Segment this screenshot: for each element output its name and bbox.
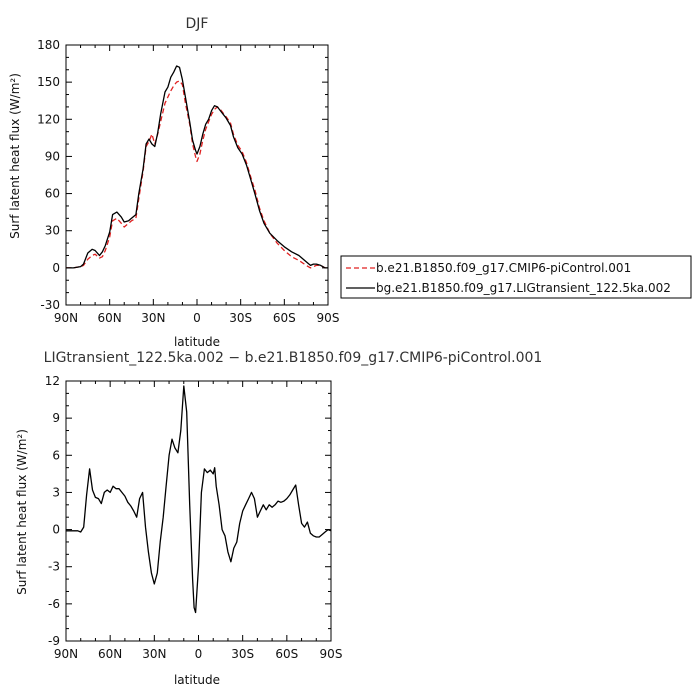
top-series-line-0 [66,80,328,269]
top-chart: DJF -30 0 30 60 90 120 150 180 90N 60N 30N 0 30S 60S 9… [8,16,339,349]
top-xtick-label: 90S [317,311,340,325]
legend: b.e21.B1850.f09_g17.CMIP6-piControl.001 … [340,255,692,299]
bottom-ytick-label: 6 [52,448,60,462]
top-plot-area: -30 0 30 60 90 120 150 180 90N 60N 30N 0 30S 60S 90S [37,38,339,325]
top-chart-title: DJF [186,16,209,32]
bottom-xtick-label: 60N [98,647,122,661]
top-xtick-label: 60N [98,311,122,325]
bottom-series-line-0 [66,385,332,614]
top-ytick-label: 150 [37,75,60,89]
top-ytick-label: 0 [52,261,60,275]
legend-label-lig: bg.e21.B1850.f09_g17.LIGtransient_122.5k… [376,281,671,295]
top-xtick-label: 30N [141,311,165,325]
bottom-plot-area: -9 -6 -3 0 3 6 9 12 90N 60N 30N 0 30S 60S 90S [45,374,343,661]
bottom-chart-title: LIGtransient_122.5ka.002 − b.e21.B1850.f… [44,350,543,366]
bottom-ytick-label: -9 [48,634,60,648]
top-ytick-label: 180 [37,38,60,52]
top-ytick-label: 60 [45,187,60,201]
top-ytick-label: 120 [37,112,60,126]
bottom-xtick-label: 30S [231,647,254,661]
top-ytick-label: -30 [40,298,60,312]
legend-label-control: b.e21.B1850.f09_g17.CMIP6-piControl.001 [376,261,631,275]
top-xtick-label: 30S [229,311,252,325]
top-ytick-label: 90 [45,149,60,163]
bottom-chart: LIGtransient_122.5ka.002 − b.e21.B1850.f… [15,350,542,687]
top-chart-ylabel: Surf latent heat flux (W/m²) [8,73,22,239]
top-series-line-1 [66,65,328,269]
legend-box [340,255,692,299]
bottom-chart-xlabel: latitude [174,673,220,687]
bottom-chart-ylabel: Surf latent heat flux (W/m²) [15,429,29,595]
bottom-ytick-label: 3 [52,485,60,499]
bottom-ytick-label: 9 [52,411,60,425]
bottom-ytick-label: -3 [48,560,60,574]
bottom-ytick-label: 0 [52,523,60,537]
bottom-xtick-label: 30N [142,647,166,661]
bottom-xtick-label: 0 [195,647,203,661]
bottom-ytick-label: 12 [45,374,60,388]
bottom-xtick-label: 60S [275,647,298,661]
top-xtick-label: 0 [193,311,201,325]
top-chart-xlabel: latitude [174,335,220,349]
bottom-plot-frame [65,380,332,642]
top-plot-frame [65,44,329,306]
top-ytick-label: 30 [45,224,60,238]
bottom-xtick-label: 90N [54,647,78,661]
top-xtick-label: 60S [273,311,296,325]
top-xtick-label: 90N [54,311,78,325]
bottom-ytick-label: -6 [48,597,60,611]
bottom-xtick-label: 90S [320,647,343,661]
